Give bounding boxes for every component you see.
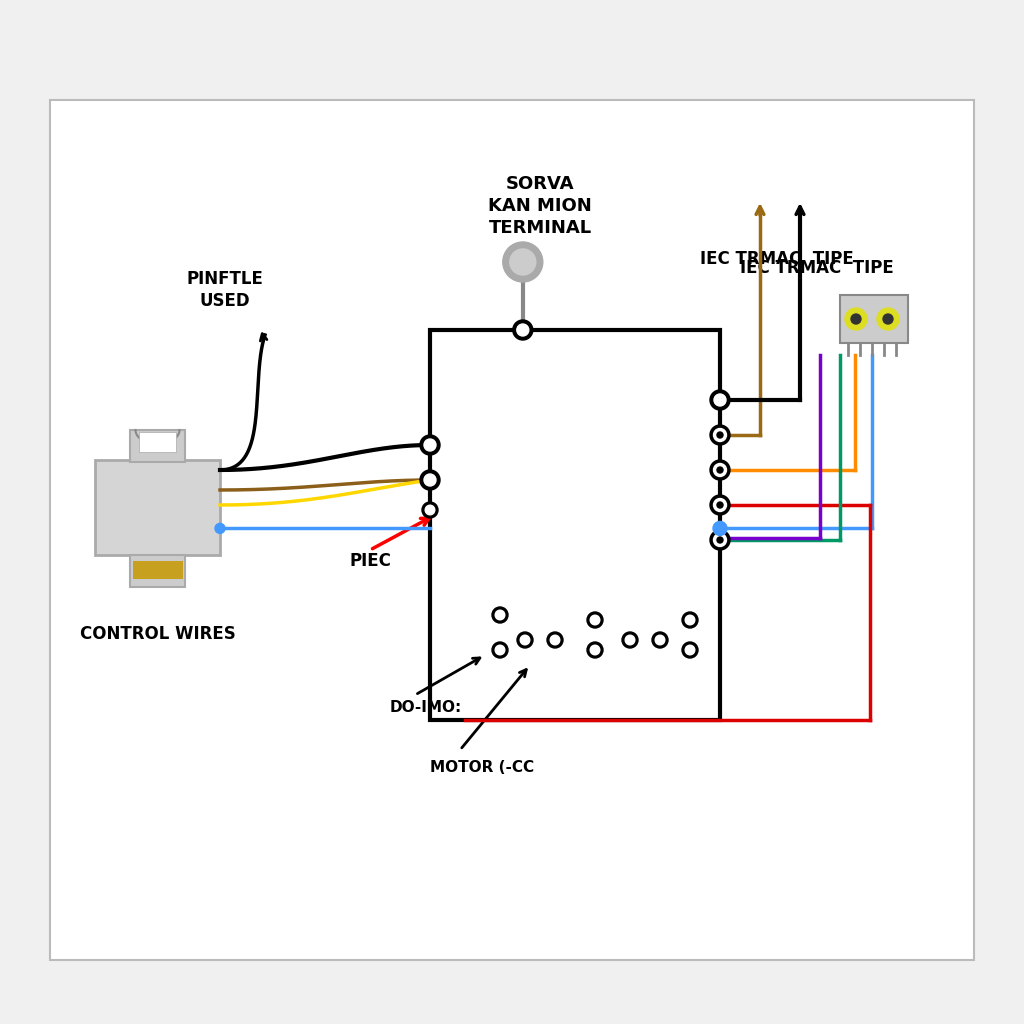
Circle shape [496,610,505,620]
Circle shape [714,428,726,441]
Circle shape [877,308,899,330]
Circle shape [713,521,727,536]
FancyBboxPatch shape [138,432,176,452]
Text: CONTROL WIRES: CONTROL WIRES [80,625,236,643]
Circle shape [710,495,730,515]
Text: DO-IMO:: DO-IMO: [390,700,462,715]
Circle shape [883,314,893,324]
FancyBboxPatch shape [95,460,220,555]
Circle shape [420,470,440,490]
Circle shape [714,464,726,476]
Circle shape [215,523,225,534]
Circle shape [422,502,438,518]
Circle shape [655,635,665,645]
Circle shape [626,635,635,645]
Circle shape [424,474,436,486]
Circle shape [590,615,600,625]
Circle shape [652,632,668,648]
Circle shape [685,615,695,625]
Circle shape [520,635,529,645]
Circle shape [420,435,440,455]
Circle shape [510,249,536,275]
Text: PINFTLE
USED: PINFTLE USED [186,269,263,310]
Circle shape [714,394,726,406]
Circle shape [851,314,861,324]
Circle shape [710,530,730,550]
Circle shape [496,645,505,654]
Circle shape [492,642,508,658]
Circle shape [550,635,560,645]
Circle shape [682,642,698,658]
Circle shape [710,460,730,480]
Circle shape [717,467,723,473]
Circle shape [682,612,698,628]
Circle shape [425,505,435,515]
Circle shape [845,308,867,330]
Circle shape [714,499,726,512]
Circle shape [590,645,600,654]
Circle shape [513,319,532,340]
Circle shape [685,645,695,654]
Circle shape [492,607,508,623]
Text: PIEC: PIEC [349,552,391,570]
Text: IEC TRMAC  TIPE: IEC TRMAC TIPE [740,259,894,278]
Text: MOTOR (-CC: MOTOR (-CC [430,760,535,775]
FancyBboxPatch shape [130,430,185,462]
FancyBboxPatch shape [132,561,182,579]
Circle shape [587,612,603,628]
Circle shape [503,242,543,282]
Circle shape [717,537,723,543]
Text: SORVA
KAN MION
TERMINAL: SORVA KAN MION TERMINAL [488,175,592,238]
FancyBboxPatch shape [840,295,908,343]
Circle shape [517,324,528,336]
FancyBboxPatch shape [130,555,185,587]
Circle shape [710,425,730,445]
FancyBboxPatch shape [430,330,720,720]
Circle shape [717,432,723,438]
Circle shape [587,642,603,658]
Circle shape [547,632,563,648]
Circle shape [710,390,730,410]
Text: IEC TRMAC  TIPE: IEC TRMAC TIPE [700,250,854,268]
Circle shape [424,439,436,451]
FancyBboxPatch shape [50,100,974,961]
Circle shape [517,632,534,648]
Circle shape [717,502,723,508]
Circle shape [714,534,726,547]
Circle shape [622,632,638,648]
